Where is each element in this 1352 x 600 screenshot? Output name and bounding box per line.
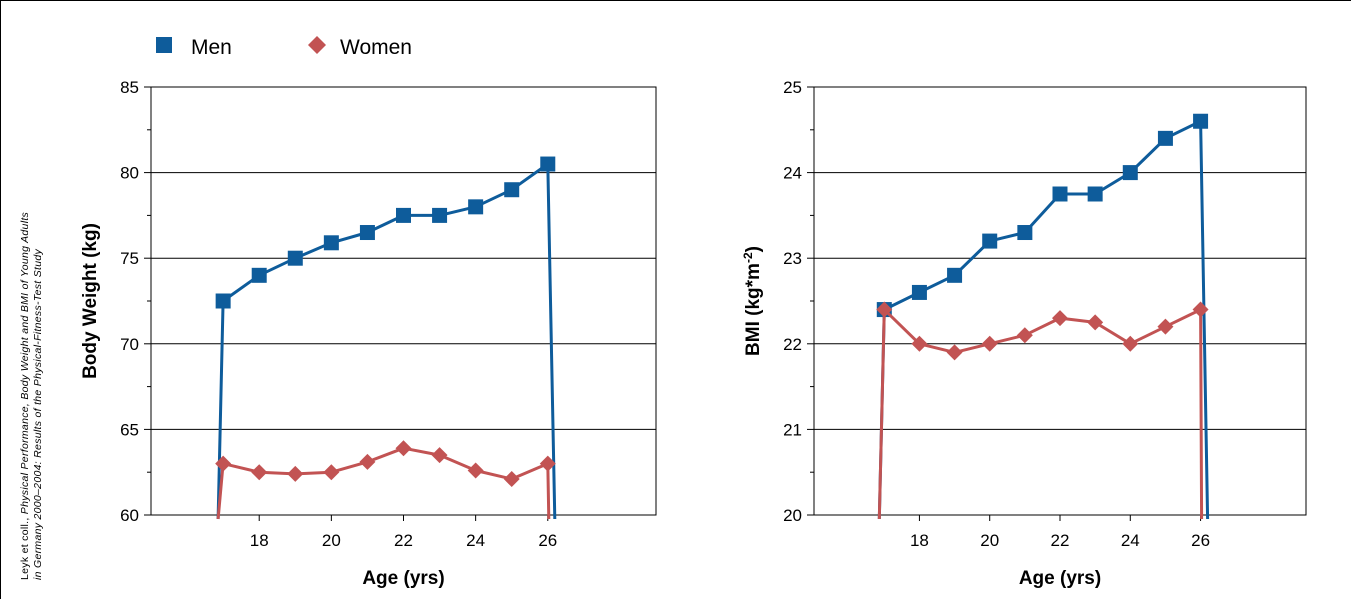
body-weight-x-tick-label: 20 [322, 531, 341, 550]
body-weight-x-axis-title: Age (yrs) [362, 568, 444, 589]
legend-women-marker [308, 36, 326, 54]
bmi-y-tick-label: 21 [783, 420, 802, 439]
bmi-women-point [1052, 310, 1068, 327]
body-weight-x-tick-label: 22 [394, 531, 413, 550]
bmi-x-tick-label: 26 [1191, 531, 1210, 550]
bmi-y-tick-label: 25 [783, 78, 802, 97]
bmi-gridlines [814, 172, 1306, 430]
bmi-men-point [1157, 130, 1173, 146]
body-weight-women-point [539, 455, 556, 472]
bmi-women-point [1122, 335, 1139, 352]
body-weight-men-point [287, 250, 303, 266]
bmi-women-point [1157, 318, 1174, 335]
body-weight-men-point [432, 207, 448, 223]
bmi-y-axis-title-suffix: ) [743, 246, 764, 252]
body-weight-x-tick-label: 26 [538, 531, 557, 550]
bmi-x-tick-label: 18 [910, 531, 929, 550]
body-weight-men-point [468, 199, 484, 215]
bmi-women-point [1016, 327, 1033, 344]
body-weight-women-point [503, 471, 520, 488]
body-weight-y-tick-label: 85 [120, 78, 139, 97]
bmi-women-point [981, 335, 998, 352]
body-weight-men-point [540, 156, 556, 172]
body-weight-y-ticks: 60 65 70 75 80 85 [120, 78, 151, 525]
bmi-y-axis-title-main: BMI (kg*m [743, 263, 764, 356]
bmi-women-point [1192, 301, 1209, 318]
bmi-men-line [877, 119, 1210, 520]
bmi-men-point [1122, 165, 1138, 181]
body-weight-y-tick-label: 60 [120, 506, 139, 525]
body-weight-men-point [251, 267, 267, 283]
legend: Men Women [156, 36, 412, 59]
bmi-y-axis-title: BMI (kg*m-2) [741, 246, 764, 356]
bmi-x-tick-label: 20 [980, 531, 999, 550]
bmi-men-point [1087, 186, 1103, 202]
bmi-women-point [911, 335, 928, 352]
bmi-men-point [947, 267, 963, 283]
body-weight-gridlines [151, 172, 656, 430]
bmi-y-tick-label: 24 [783, 164, 802, 183]
body-weight-men-line [216, 162, 557, 520]
bmi-women-point [946, 344, 963, 361]
body-weight-men-point [215, 293, 231, 309]
body-weight-men-point [359, 225, 375, 241]
body-weight-women-point [287, 465, 304, 482]
body-weight-men-point [504, 182, 520, 198]
citation: Leyk et coll., Physical Performance, Bod… [19, 211, 44, 580]
body-weight-men-point [396, 207, 411, 223]
body-weight-women-point [215, 455, 232, 472]
legend-men-marker [156, 37, 172, 53]
body-weight-y-tick-label: 75 [120, 249, 139, 268]
body-weight-y-tick-label: 65 [120, 420, 139, 439]
bmi-men-point [911, 284, 927, 300]
bmi-y-tick-label: 22 [783, 335, 802, 354]
legend-men-label: Men [191, 36, 232, 59]
bmi-x-axis-title: Age (yrs) [1019, 568, 1101, 589]
citation-line-1: Leyk et coll., Physical Performance, Bod… [19, 211, 31, 580]
body-weight-women-point [359, 453, 376, 470]
body-weight-women-point [431, 447, 448, 464]
body-weight-y-tick-label: 80 [120, 164, 139, 183]
body-weight-men-point [323, 235, 339, 251]
body-weight-women-point [467, 462, 484, 479]
bmi-men-point [982, 233, 998, 249]
bmi-women-line [877, 308, 1204, 520]
body-weight-women-point [323, 464, 340, 481]
bmi-women-point [1087, 314, 1104, 331]
body-weight-women-point [251, 464, 268, 481]
body-weight-x-tick-label: 24 [466, 531, 485, 550]
body-weight-women-point [395, 440, 412, 457]
bmi-plot-border [813, 86, 1307, 516]
bmi-chart: 20 21 22 23 24 25 18 20 22 24 26 Age (yrs) BMI (k… [741, 78, 1307, 589]
citation-line-2: in Germany 2000–2004: Results of the Phy… [32, 248, 44, 580]
bmi-y-tick-label: 20 [783, 506, 802, 525]
bmi-men-point [1052, 186, 1068, 202]
bmi-y-tick-label: 23 [783, 249, 802, 268]
bmi-x-tick-label: 24 [1121, 531, 1140, 550]
bmi-men-point [1193, 113, 1209, 129]
body-weight-series [215, 156, 557, 520]
bmi-women-point [876, 301, 893, 318]
bmi-y-axis-title-sup: -2 [741, 252, 755, 263]
bmi-y-ticks: 20 21 22 23 24 25 [783, 78, 814, 525]
bmi-men-point [1017, 225, 1033, 241]
bmi-plot-area [813, 86, 1307, 516]
body-weight-x-ticks: 18 20 22 24 26 [250, 515, 557, 550]
bmi-x-ticks: 18 20 22 24 26 [910, 515, 1210, 550]
body-weight-women-line [216, 446, 551, 520]
body-weight-y-tick-label: 70 [120, 335, 139, 354]
legend-women-label: Women [340, 36, 412, 59]
body-weight-y-axis-title: Body Weight (kg) [80, 223, 101, 379]
body-weight-x-tick-label: 18 [250, 531, 269, 550]
bmi-x-tick-label: 22 [1051, 531, 1070, 550]
bmi-series [876, 113, 1210, 520]
body-weight-chart: 60 65 70 75 80 85 18 20 22 24 26 Age (yrs) Body W… [80, 78, 657, 589]
